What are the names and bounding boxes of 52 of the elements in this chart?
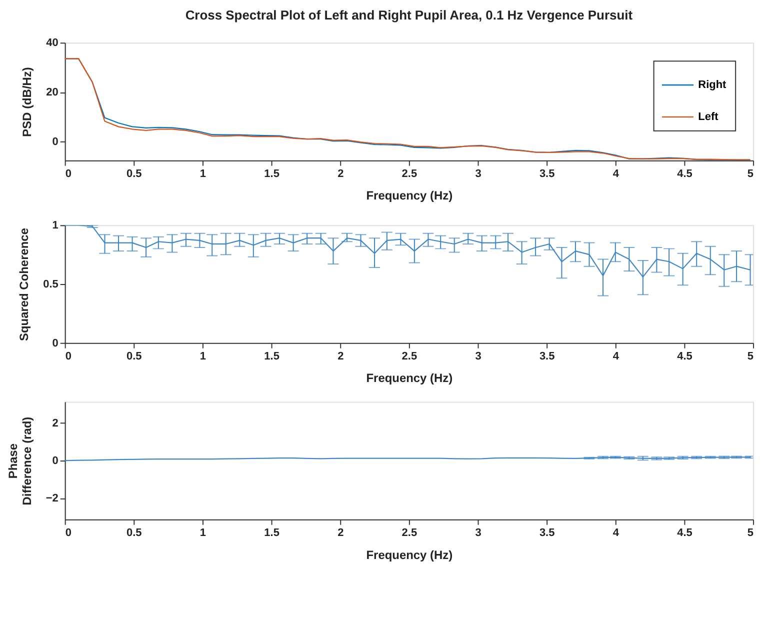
x-tick-label: 2.5 [402, 526, 418, 539]
x-axis-title: Frequency (Hz) [366, 548, 453, 562]
x-tick-label: 1 [200, 168, 206, 180]
x-tick-label: 4.5 [677, 526, 692, 539]
x-axis-title: Frequency (Hz) [366, 371, 453, 386]
y-tick-label: 20 [46, 86, 58, 99]
x-tick-label: 4.5 [677, 168, 692, 180]
x-tick-label: 3 [475, 526, 482, 539]
x-tick-label: 0.5 [126, 168, 142, 180]
x-tick-label: 0.5 [126, 350, 142, 362]
x-tick-label: 1.5 [264, 168, 280, 180]
x-tick-label: 5 [747, 526, 754, 539]
x-tick-label: 2.5 [402, 350, 418, 362]
y-axis-title: PSD (dB/Hz) [20, 67, 34, 137]
x-tick-label: 0 [65, 350, 72, 362]
chart-title: Cross Spectral Plot of Left and Right Pupil Area, 0.1 Hz Vergence Pursuit [185, 8, 634, 23]
x-tick-label: 3.5 [539, 168, 555, 180]
x-axis-title: Frequency (Hz) [366, 188, 453, 203]
y-tick-label: 2 [52, 418, 58, 430]
x-tick-label: 4 [612, 168, 620, 180]
legend-label: Left [698, 110, 719, 123]
y-tick-label: 1 [52, 220, 58, 232]
y-tick-label: 0 [52, 337, 58, 350]
x-tick-label: 2 [338, 526, 344, 539]
x-tick-label: 2 [338, 350, 344, 362]
x-tick-label: 3 [475, 350, 482, 362]
x-tick-label: 2.5 [402, 168, 418, 180]
x-tick-label: 4.5 [677, 350, 692, 362]
x-tick-label: 3.5 [539, 526, 555, 539]
x-tick-label: 0.5 [126, 526, 142, 539]
y-tick-label: 0 [52, 136, 58, 148]
x-tick-label: 5 [747, 168, 754, 180]
y-tick-label: 0.5 [43, 278, 58, 290]
line-series [64, 58, 751, 160]
x-tick-label: 1 [200, 526, 206, 539]
x-tick-label: 2 [338, 168, 344, 180]
legend-label: Right [698, 79, 727, 92]
y-axis-title: Squared Coherence [17, 228, 32, 341]
x-tick-label: 3.5 [539, 350, 555, 362]
x-tick-label: 1.5 [264, 350, 280, 362]
x-tick-label: 4 [612, 350, 620, 362]
x-tick-label: 1.5 [264, 526, 280, 539]
x-tick-label: 3 [475, 168, 482, 180]
x-tick-label: 0 [65, 168, 72, 180]
y-axis-title: Phase Difference (rad) [6, 416, 34, 506]
y-tick-label: 0 [52, 455, 58, 468]
x-tick-label: 4 [612, 526, 620, 539]
y-tick-label: −2 [46, 492, 58, 505]
x-tick-label: 5 [747, 350, 754, 362]
x-tick-label: 1 [200, 350, 206, 362]
y-tick-label: 40 [46, 37, 58, 50]
x-tick-label: 0 [65, 526, 72, 539]
